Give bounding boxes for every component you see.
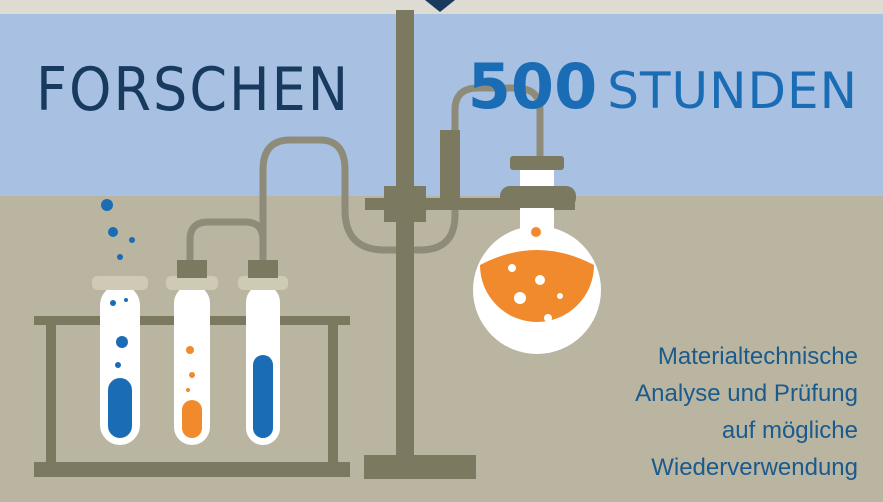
description-line: auf mögliche (722, 417, 858, 444)
hours-heading: 500 STUNDEN (468, 50, 858, 123)
hours-unit: STUNDEN (607, 62, 858, 120)
title: FORSCHEN (36, 55, 350, 125)
description-line: Analyse und Prüfung (635, 380, 858, 407)
hours: 500 (468, 50, 597, 123)
illustration (34, 10, 601, 479)
description-line: Wiederverwendung (651, 454, 858, 481)
description-line: Materialtechnische (658, 343, 858, 370)
marker (425, 0, 455, 12)
